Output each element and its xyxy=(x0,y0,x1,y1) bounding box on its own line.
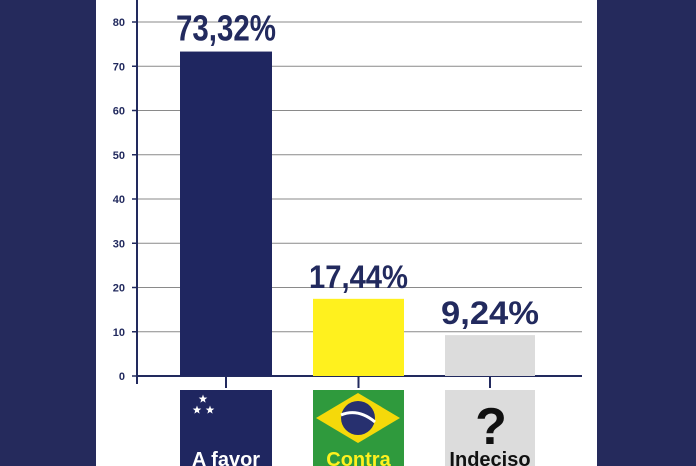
brazil-flag-globe-icon xyxy=(341,401,375,435)
category-panel-0 xyxy=(180,390,272,466)
y-tick-label-0: 0 xyxy=(119,371,125,383)
category-label-2: Indeciso xyxy=(449,449,530,466)
category-label-1: Contra xyxy=(326,449,391,466)
y-tick-label-50: 50 xyxy=(113,150,125,162)
left-navy-border xyxy=(0,0,96,466)
brazil-flag-band-icon xyxy=(340,411,376,424)
data-label-2: 9,24% xyxy=(441,295,539,331)
category-panel-2 xyxy=(445,390,535,466)
star-icon xyxy=(198,394,208,403)
right-navy-border xyxy=(597,0,696,466)
y-tick-label-10: 10 xyxy=(113,327,125,339)
data-label-0: 73,32% xyxy=(176,8,276,49)
star-icon xyxy=(205,405,215,414)
y-tick-label-70: 70 xyxy=(113,61,125,73)
y-tick-label-40: 40 xyxy=(113,194,125,206)
bar-contra xyxy=(313,298,404,376)
y-tick-label-80: 80 xyxy=(113,17,125,29)
y-tick-label-20: 20 xyxy=(113,283,125,295)
star-icon xyxy=(192,405,202,414)
bar-a-favor xyxy=(180,51,272,377)
y-tick-label-30: 30 xyxy=(113,238,125,250)
question-mark-icon: ? xyxy=(475,398,507,456)
category-label-0: A favor xyxy=(192,449,260,466)
y-tick-label-60: 60 xyxy=(113,106,125,118)
bar-indeciso xyxy=(445,335,535,376)
data-label-1: 17,44% xyxy=(309,259,408,295)
